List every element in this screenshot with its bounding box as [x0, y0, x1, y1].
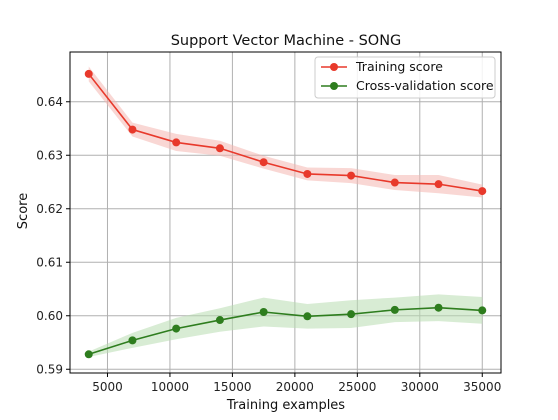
y-tick-label: 0.61 — [36, 255, 63, 269]
training-score-point — [172, 138, 181, 147]
x-axis-title: Training examples — [226, 398, 345, 413]
y-tick-label: 0.64 — [36, 95, 63, 109]
chart-title: Support Vector Machine - SONG — [171, 33, 402, 49]
cross-validation-score-band — [88, 294, 483, 357]
training-score-point — [390, 178, 399, 187]
x-tick-label: 30000 — [401, 380, 439, 394]
cross-validation-score-point — [347, 310, 356, 319]
legend-training-score-marker — [330, 63, 338, 71]
cross-validation-score-point — [215, 316, 224, 325]
y-tick-label: 0.60 — [36, 309, 63, 323]
cross-validation-score-line — [88, 306, 483, 356]
training-score-point — [259, 158, 268, 167]
x-tick-label: 15000 — [213, 380, 251, 394]
cross-validation-score-point — [478, 306, 487, 315]
training-score-point — [478, 187, 487, 196]
x-tick-label: 10000 — [151, 380, 189, 394]
training-score-line — [88, 73, 483, 192]
cross-validation-score-point — [303, 312, 312, 321]
legend-cross-validation-score-label: Cross-validation score — [356, 78, 494, 93]
y-tick-label: 0.63 — [36, 148, 63, 162]
cross-validation-score-point — [259, 308, 268, 317]
y-tick-label: 0.59 — [36, 362, 63, 376]
legend-box — [314, 56, 496, 99]
cross-validation-score-point — [128, 336, 137, 345]
legend: Training score Cross-validation score — [314, 56, 496, 99]
plot-frame — [69, 51, 502, 374]
legend-training-score-label: Training score — [355, 59, 443, 74]
axis-ticks: 5000 10000 15000 20000 25000 30000 35000 0.59 0.… — [36, 95, 501, 394]
cross-validation-score-point — [84, 350, 93, 359]
cross-validation-score-point — [434, 303, 443, 312]
training-score-point — [215, 144, 224, 153]
training-score-point — [303, 169, 312, 178]
x-tick-label: 5000 — [92, 380, 123, 394]
training-score-point — [347, 171, 356, 180]
x-tick-label: 35000 — [463, 380, 501, 394]
training-score-point — [128, 125, 137, 134]
legend-cross-validation-score-marker — [330, 82, 338, 90]
x-tick-label: 25000 — [338, 380, 376, 394]
y-axis-title: Score — [16, 193, 31, 229]
training-score-point — [84, 69, 93, 78]
grid-layer — [70, 52, 501, 373]
cross-validation-score-point — [172, 324, 181, 333]
cross-validation-score-point — [390, 305, 399, 314]
x-tick-label: 20000 — [276, 380, 314, 394]
series-lines — [84, 69, 487, 359]
y-tick-label: 0.62 — [36, 202, 63, 216]
training-score-point — [434, 180, 443, 189]
